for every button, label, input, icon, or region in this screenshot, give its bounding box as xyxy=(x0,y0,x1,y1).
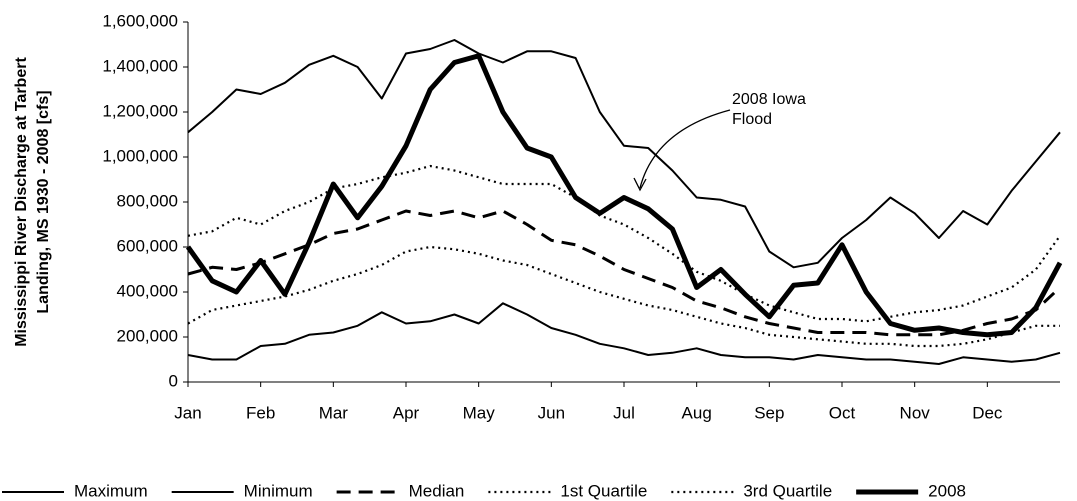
x-tick-label: Oct xyxy=(829,403,856,422)
y-tick-label: 800,000 xyxy=(117,191,178,210)
x-tick-label: Nov xyxy=(900,403,931,422)
x-tick-label: Jan xyxy=(174,403,201,422)
x-tick-label: Apr xyxy=(393,403,420,422)
series-line xyxy=(187,39,1061,269)
legend-label: Maximum xyxy=(74,481,148,500)
series-line xyxy=(187,164,1061,323)
series-line xyxy=(187,209,1062,337)
x-tick-label: May xyxy=(463,403,496,422)
y-axis-title: Landing, MS 1930 - 2008 [cfs] xyxy=(35,90,52,313)
x-tick-label: Mar xyxy=(319,403,349,422)
x-tick-label: Aug xyxy=(682,403,712,422)
legend-label: 2008 xyxy=(928,481,966,500)
y-tick-label: 1,200,000 xyxy=(102,101,178,120)
x-tick-label: Feb xyxy=(246,403,275,422)
x-tick-label: Jul xyxy=(613,403,635,422)
legend-label: Minimum xyxy=(244,481,313,500)
series-line xyxy=(187,245,1060,348)
legend-label: Median xyxy=(409,481,465,500)
series-line xyxy=(187,302,1061,365)
y-tick-label: 0 xyxy=(169,371,178,390)
annotation-arrow xyxy=(639,109,731,189)
x-tick-label: Dec xyxy=(972,403,1003,422)
annotation: 2008 Iowa Flood xyxy=(732,91,806,128)
y-tick-label: 600,000 xyxy=(117,236,178,255)
x-tick-label: Sep xyxy=(754,403,784,422)
y-tick-label: 400,000 xyxy=(117,281,178,300)
series-line xyxy=(185,53,1063,338)
y-tick-label: 1,000,000 xyxy=(102,146,178,165)
legend-label: 1st Quartile xyxy=(560,481,647,500)
annotation-box: 2008 Iowa Flood xyxy=(732,91,806,128)
x-tick-label: Jun xyxy=(538,403,565,422)
y-tick-label: 1,400,000 xyxy=(102,56,178,75)
y-axis-title: Mississippi River Discharge at Tarbert xyxy=(13,57,30,347)
arrow-head xyxy=(633,177,647,192)
y-tick-label: 200,000 xyxy=(117,326,178,345)
legend-label: 3rd Quartile xyxy=(743,481,832,500)
y-tick-label: 1,600,000 xyxy=(102,11,178,30)
